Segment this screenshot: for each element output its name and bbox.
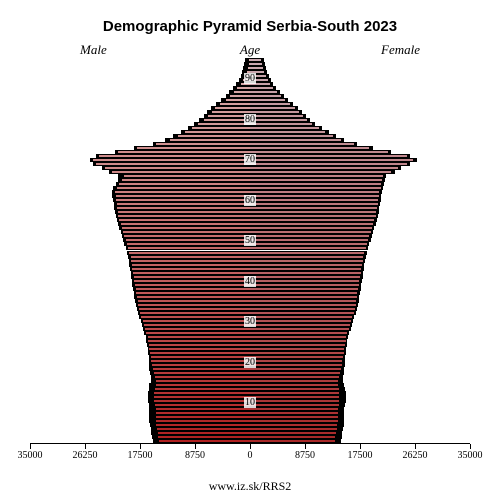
age-tick-label: 10 xyxy=(244,397,256,408)
demographic-pyramid-chart: Demographic Pyramid Serbia-South 2023 Ma… xyxy=(0,0,500,500)
chart-title: Demographic Pyramid Serbia-South 2023 xyxy=(0,18,500,35)
x-tick-label: 35000 xyxy=(458,450,483,461)
x-tick-label: 26250 xyxy=(403,450,428,461)
age-tick-label: 30 xyxy=(244,316,256,327)
male-bars xyxy=(30,58,250,443)
female-bars xyxy=(250,58,470,443)
x-tick-label: 17500 xyxy=(128,450,153,461)
x-tick-label: 35000 xyxy=(18,450,43,461)
x-tick-label: 0 xyxy=(248,450,253,461)
age-tick-label: 40 xyxy=(244,276,256,287)
x-tick-label: 8750 xyxy=(295,450,315,461)
age-tick-label: 20 xyxy=(244,357,256,368)
age-tick-label: 70 xyxy=(244,154,256,165)
age-tick-label: 60 xyxy=(244,195,256,206)
x-tick-label: 8750 xyxy=(185,450,205,461)
age-axis: 10 20 30 40 50 60 70 80 90 xyxy=(235,58,265,443)
age-label: Age xyxy=(240,42,260,58)
male-label: Male xyxy=(80,42,107,58)
female-label: Female xyxy=(381,42,420,58)
age-tick-label: 50 xyxy=(244,235,256,246)
age-tick-label: 80 xyxy=(244,114,256,125)
credit-text: www.iz.sk/RRS2 xyxy=(0,479,500,494)
x-axis: 350002625017500875008750175002625035000 xyxy=(30,443,470,468)
x-tick-label: 26250 xyxy=(73,450,98,461)
x-tick-label: 17500 xyxy=(348,450,373,461)
age-tick-label: 90 xyxy=(244,73,256,84)
